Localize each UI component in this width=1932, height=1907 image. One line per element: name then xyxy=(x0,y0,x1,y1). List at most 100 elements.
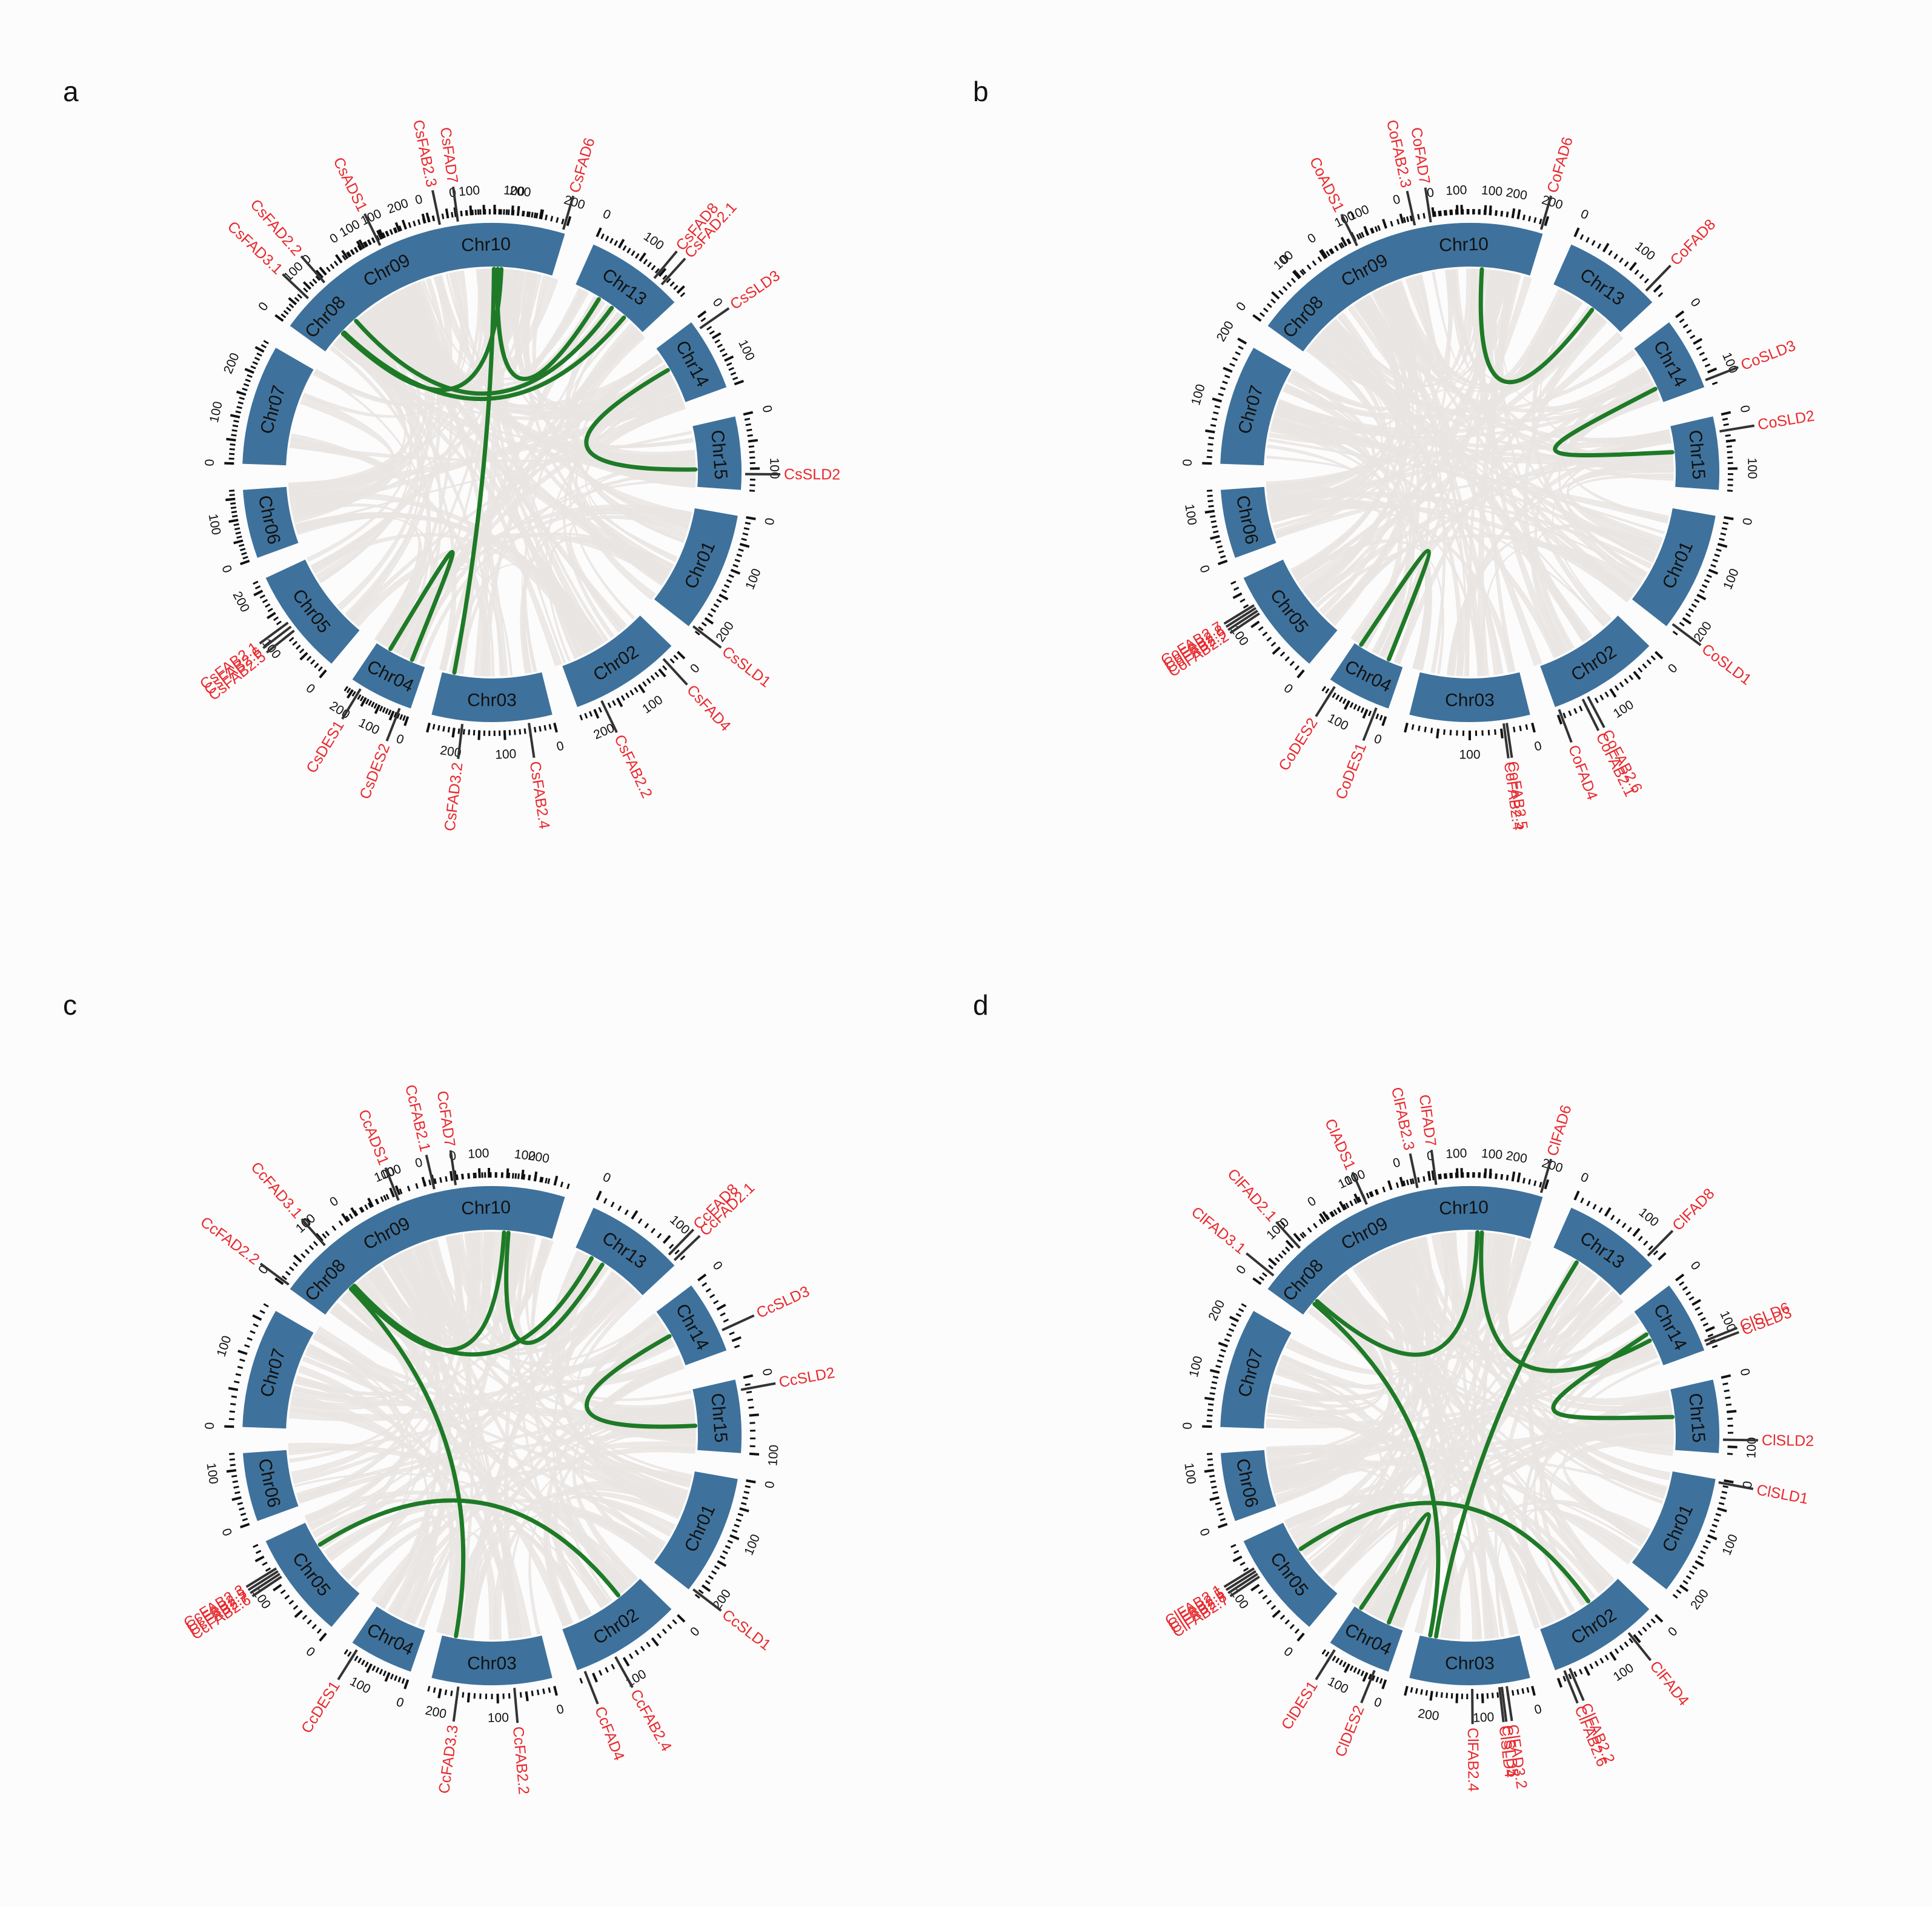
tick-mark xyxy=(728,574,734,579)
tick-mark xyxy=(1609,688,1617,698)
tick-mark xyxy=(1679,622,1685,627)
tick-mark xyxy=(1628,262,1637,271)
gene-cldes1: ClDES1 xyxy=(1278,1649,1336,1733)
tick-mark xyxy=(1619,1645,1624,1651)
chromosome-band xyxy=(1267,281,1338,352)
tick-mark xyxy=(1675,1273,1685,1282)
tick-mark xyxy=(1330,248,1335,254)
gene-marker-line xyxy=(1275,1221,1301,1249)
tick-mark xyxy=(1345,1202,1350,1209)
tick-mark xyxy=(1624,678,1629,684)
tick-mark xyxy=(365,1663,373,1673)
tick-mark xyxy=(1220,1517,1226,1522)
tick-mark xyxy=(651,1637,659,1647)
tick-mark xyxy=(1688,1296,1695,1301)
tick-mark xyxy=(1722,522,1728,525)
synteny-ribbon xyxy=(1329,268,1475,388)
tick-mark xyxy=(1628,674,1634,680)
tick-mark xyxy=(385,1193,390,1200)
tick-mark xyxy=(657,1633,662,1639)
tick-mark xyxy=(553,1175,559,1186)
gene-clsld1: ClSLD1 xyxy=(1718,1481,1810,1508)
tick-mark xyxy=(403,716,410,726)
tick-mark xyxy=(231,434,237,437)
tick-mark xyxy=(1720,532,1727,536)
gene-marker-line xyxy=(1647,1230,1674,1257)
tick-mark xyxy=(376,230,383,240)
tick-label: 0 xyxy=(688,1625,703,1639)
tick-mark xyxy=(1516,1689,1519,1695)
tick-mark xyxy=(1381,219,1387,229)
tick-mark xyxy=(1592,1204,1597,1210)
tick-mark xyxy=(304,1249,310,1255)
tick-mark xyxy=(370,701,375,708)
synteny-ribbon xyxy=(309,1495,430,1616)
tick-mark xyxy=(519,1692,522,1698)
tick-mark xyxy=(732,563,739,568)
tick-label: 0 xyxy=(203,1422,217,1429)
tick-mark xyxy=(1218,1354,1224,1358)
gene-csfad6: CsFAD6 xyxy=(562,136,599,230)
chromosome-band xyxy=(1634,322,1705,402)
tick-mark xyxy=(295,645,301,650)
tick-mark xyxy=(1556,714,1563,725)
tick-mark xyxy=(468,729,471,735)
tick-mark xyxy=(234,527,241,531)
tick-label: 100 xyxy=(214,1334,234,1359)
tick-mark xyxy=(331,1225,337,1231)
synteny-ribbon xyxy=(312,1499,437,1623)
tick-mark xyxy=(680,292,686,297)
synteny-ribbon xyxy=(1464,270,1497,677)
tick-mark xyxy=(1431,1170,1435,1181)
tick-mark xyxy=(724,355,734,362)
tick-mark xyxy=(1292,270,1301,280)
synteny-ribbon xyxy=(1277,399,1671,450)
tick-mark xyxy=(1379,1678,1383,1684)
gene-label: CoSLD2 xyxy=(1756,407,1816,433)
chromosome-band xyxy=(576,1207,675,1296)
tick-mark xyxy=(379,1668,383,1675)
tick-mark xyxy=(1224,1338,1230,1342)
tick-mark xyxy=(441,213,445,219)
tick-mark xyxy=(1237,337,1247,345)
gene-marker-line xyxy=(614,1656,634,1688)
chromosome-band xyxy=(1330,643,1403,709)
synteny-ribbon xyxy=(1270,378,1376,522)
tick-mark xyxy=(1489,210,1492,216)
tick-mark xyxy=(1411,724,1415,730)
tick-mark xyxy=(1369,1192,1373,1198)
tick-mark xyxy=(1716,548,1722,552)
tick-mark xyxy=(233,420,239,423)
chromosome-band xyxy=(654,1471,738,1590)
tick-mark xyxy=(516,206,520,216)
tick-mark xyxy=(259,594,266,599)
tick-mark xyxy=(1672,1594,1678,1599)
tick-mark xyxy=(402,715,406,721)
tick-mark xyxy=(1395,1182,1399,1189)
tick-mark xyxy=(1278,290,1284,296)
tick-label: 100 xyxy=(1326,711,1351,734)
tick-mark xyxy=(1312,260,1317,266)
tick-label: 200 xyxy=(424,1703,448,1722)
tick-mark xyxy=(1390,221,1393,227)
tick-mark xyxy=(677,651,686,660)
chromosome-label: Chr10 xyxy=(461,1198,511,1219)
tick-label: 0 xyxy=(1181,1422,1195,1429)
tick-mark xyxy=(662,274,668,280)
gene-ccsld1: CcSLD1 xyxy=(692,1588,774,1654)
tick-label: 200 xyxy=(1540,1156,1564,1175)
tick-mark xyxy=(1406,216,1410,222)
tick-mark xyxy=(254,346,265,353)
tick-label: 0 xyxy=(1233,1263,1249,1277)
chromosome-label: Chr03 xyxy=(1445,691,1495,711)
tick-mark xyxy=(749,456,755,459)
tick-mark xyxy=(540,1176,544,1183)
tick-label: 200 xyxy=(1505,185,1528,202)
tick-mark xyxy=(1207,1403,1214,1406)
tick-mark xyxy=(1218,550,1224,554)
tick-mark xyxy=(1495,210,1498,216)
gene-codes2: CoDES2 xyxy=(1275,686,1336,774)
tick-mark xyxy=(1638,667,1643,673)
tick-mark xyxy=(731,1336,742,1342)
